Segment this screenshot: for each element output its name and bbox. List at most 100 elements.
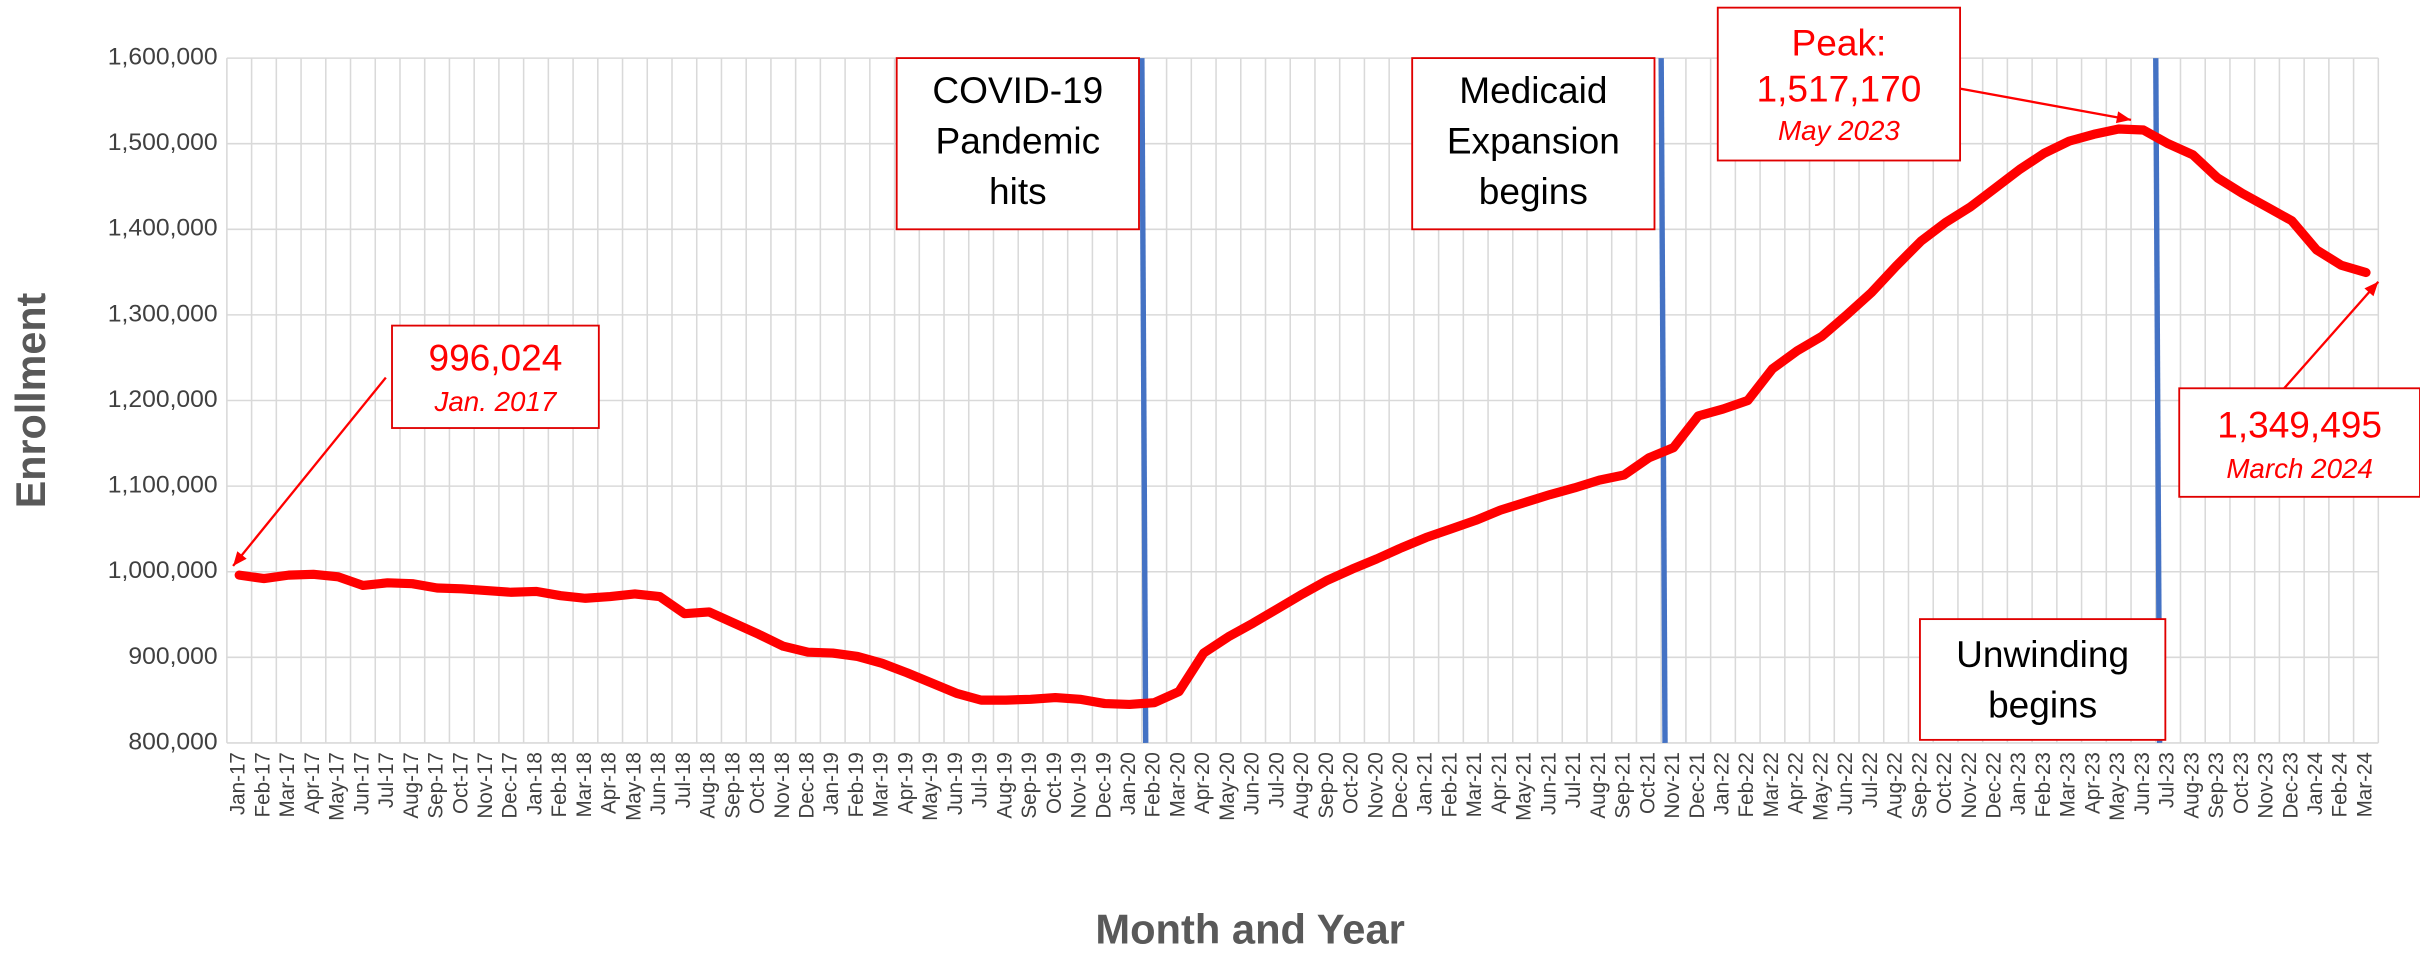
- x-tick-label: Jul-18: [672, 752, 695, 808]
- x-tick-label: Jul-23: [2156, 752, 2179, 808]
- x-tick-label: May-20: [1216, 752, 1239, 821]
- x-tick-label: Jan-21: [1414, 752, 1437, 815]
- x-tick-label: Mar-24: [2353, 752, 2376, 817]
- y-tick-label: 1,200,000: [108, 386, 218, 413]
- x-tick-label: Aug-20: [1290, 752, 1313, 818]
- x-tick-label: Apr-17: [301, 752, 324, 814]
- x-tick-label: Sep-19: [1018, 752, 1041, 818]
- x-tick-label: Feb-17: [251, 752, 274, 817]
- x-tick-label: Jun-18: [647, 752, 670, 815]
- callout-box: [2178, 387, 2420, 498]
- x-tick-label: Jul-20: [1265, 752, 1288, 808]
- x-axis-title: Month and Year: [1095, 906, 1404, 953]
- y-tick-label: 1,500,000: [108, 129, 218, 156]
- x-tick-label: Aug-17: [400, 752, 423, 818]
- callout-box: [1716, 6, 1962, 162]
- x-tick-label: Sep-22: [1908, 752, 1931, 818]
- x-tick-label: Jul-21: [1562, 752, 1585, 808]
- x-tick-label: Jul-17: [375, 752, 398, 808]
- x-tick-label: May-17: [326, 752, 349, 821]
- x-tick-label: Sep-18: [721, 752, 744, 818]
- event-text: begins: [1988, 685, 2097, 726]
- x-tick-label: Jan-18: [523, 752, 546, 815]
- x-tick-label: Aug-18: [697, 752, 720, 818]
- x-tick-label: Nov-17: [474, 752, 497, 818]
- enrollment-line: [234, 124, 2371, 709]
- value-label: 1,517,170: [1757, 69, 1922, 110]
- x-tick-label: Oct-22: [1933, 752, 1956, 814]
- x-tick-label: Oct-19: [1043, 752, 1066, 814]
- x-tick-label: Oct-17: [449, 752, 472, 814]
- x-tick-label: Mar-23: [2057, 752, 2080, 817]
- x-tick-label: Sep-20: [1315, 752, 1338, 818]
- y-axis-title: Enrollment: [7, 293, 54, 509]
- x-tick-label: Apr-18: [598, 752, 621, 814]
- x-tick-label: Feb-22: [1735, 752, 1758, 817]
- x-tick-label: Jan-23: [2007, 752, 2030, 815]
- x-tick-label: Jan-17: [227, 752, 250, 815]
- x-tick-label: Feb-19: [845, 752, 868, 817]
- value-note: May 2023: [1778, 115, 1901, 146]
- x-tick-label: Jan-24: [2304, 752, 2327, 815]
- event-line: [1658, 58, 1668, 743]
- event-box: [1411, 57, 1656, 231]
- callout-arrowhead: [233, 551, 247, 566]
- y-tick-label: 1,100,000: [108, 472, 218, 499]
- y-tick-label: 800,000: [128, 728, 217, 755]
- x-tick-label: May-21: [1513, 752, 1536, 821]
- event-text: COVID-19: [932, 70, 1103, 111]
- x-tick-label: Sep-23: [2205, 752, 2228, 818]
- x-tick-label: Dec-20: [1389, 752, 1412, 818]
- event-text: begins: [1479, 171, 1588, 212]
- x-tick-label: Aug-23: [2180, 752, 2203, 818]
- x-tick-label: Jun-19: [944, 752, 967, 815]
- x-tick-label: Jul-19: [969, 752, 992, 808]
- x-tick-label: Mar-20: [1166, 752, 1189, 817]
- x-tick-label: May-18: [622, 752, 645, 821]
- x-tick-label: Aug-19: [993, 752, 1016, 818]
- x-tick-label: Mar-19: [870, 752, 893, 817]
- x-tick-label: Nov-19: [1067, 752, 1090, 818]
- x-tick-label: Mar-22: [1760, 752, 1783, 817]
- x-tick-label: Apr-22: [1785, 752, 1808, 814]
- x-tick-label: Jun-21: [1537, 752, 1560, 815]
- x-tick-label: Feb-18: [548, 752, 571, 817]
- x-tick-label: Nov-22: [1958, 752, 1981, 818]
- x-tick-label: Jun-20: [1241, 752, 1264, 815]
- event-box: [895, 57, 1140, 231]
- x-tick-label: Dec-17: [499, 752, 522, 818]
- x-tick-label: Oct-18: [746, 752, 769, 814]
- callout-arrow: [232, 376, 387, 567]
- callout-arrowhead: [2115, 111, 2132, 124]
- callout-arrow: [1959, 87, 2132, 121]
- callout-box: [391, 324, 600, 429]
- x-tick-label: May-23: [2106, 752, 2129, 821]
- event-text: hits: [989, 171, 1047, 212]
- x-tick-label: Jun-22: [1834, 752, 1857, 815]
- y-tick-label: 1,600,000: [108, 44, 218, 71]
- x-tick-label: Oct-23: [2230, 752, 2253, 814]
- x-tick-label: Dec-18: [795, 752, 818, 818]
- x-tick-label: Jan-20: [1117, 752, 1140, 815]
- x-tick-label: Nov-23: [2254, 752, 2277, 818]
- event-text: Unwinding: [1956, 634, 2129, 675]
- x-tick-label: Nov-21: [1661, 752, 1684, 818]
- x-tick-label: May-19: [919, 752, 942, 821]
- event-text: Expansion: [1447, 121, 1620, 162]
- event-text: Medicaid: [1459, 70, 1607, 111]
- x-tick-label: Feb-21: [1438, 752, 1461, 817]
- x-tick-label: Apr-23: [2081, 752, 2104, 814]
- x-tick-label: Nov-20: [1364, 752, 1387, 818]
- peak-label: Peak:: [1792, 23, 1887, 64]
- callout-arrowhead: [2364, 281, 2379, 297]
- y-tick-label: 1,400,000: [108, 215, 218, 242]
- x-tick-label: Mar-17: [276, 752, 299, 817]
- x-tick-label: Feb-20: [1142, 752, 1165, 817]
- x-tick-label: Dec-22: [1982, 752, 2005, 818]
- value-note: March 2024: [2226, 453, 2373, 484]
- x-tick-label: Jun-17: [350, 752, 373, 815]
- y-tick-label: 1,000,000: [108, 557, 218, 584]
- x-tick-label: Apr-21: [1488, 752, 1511, 814]
- event-line: [1139, 58, 1149, 743]
- value-note: Jan. 2017: [433, 386, 558, 417]
